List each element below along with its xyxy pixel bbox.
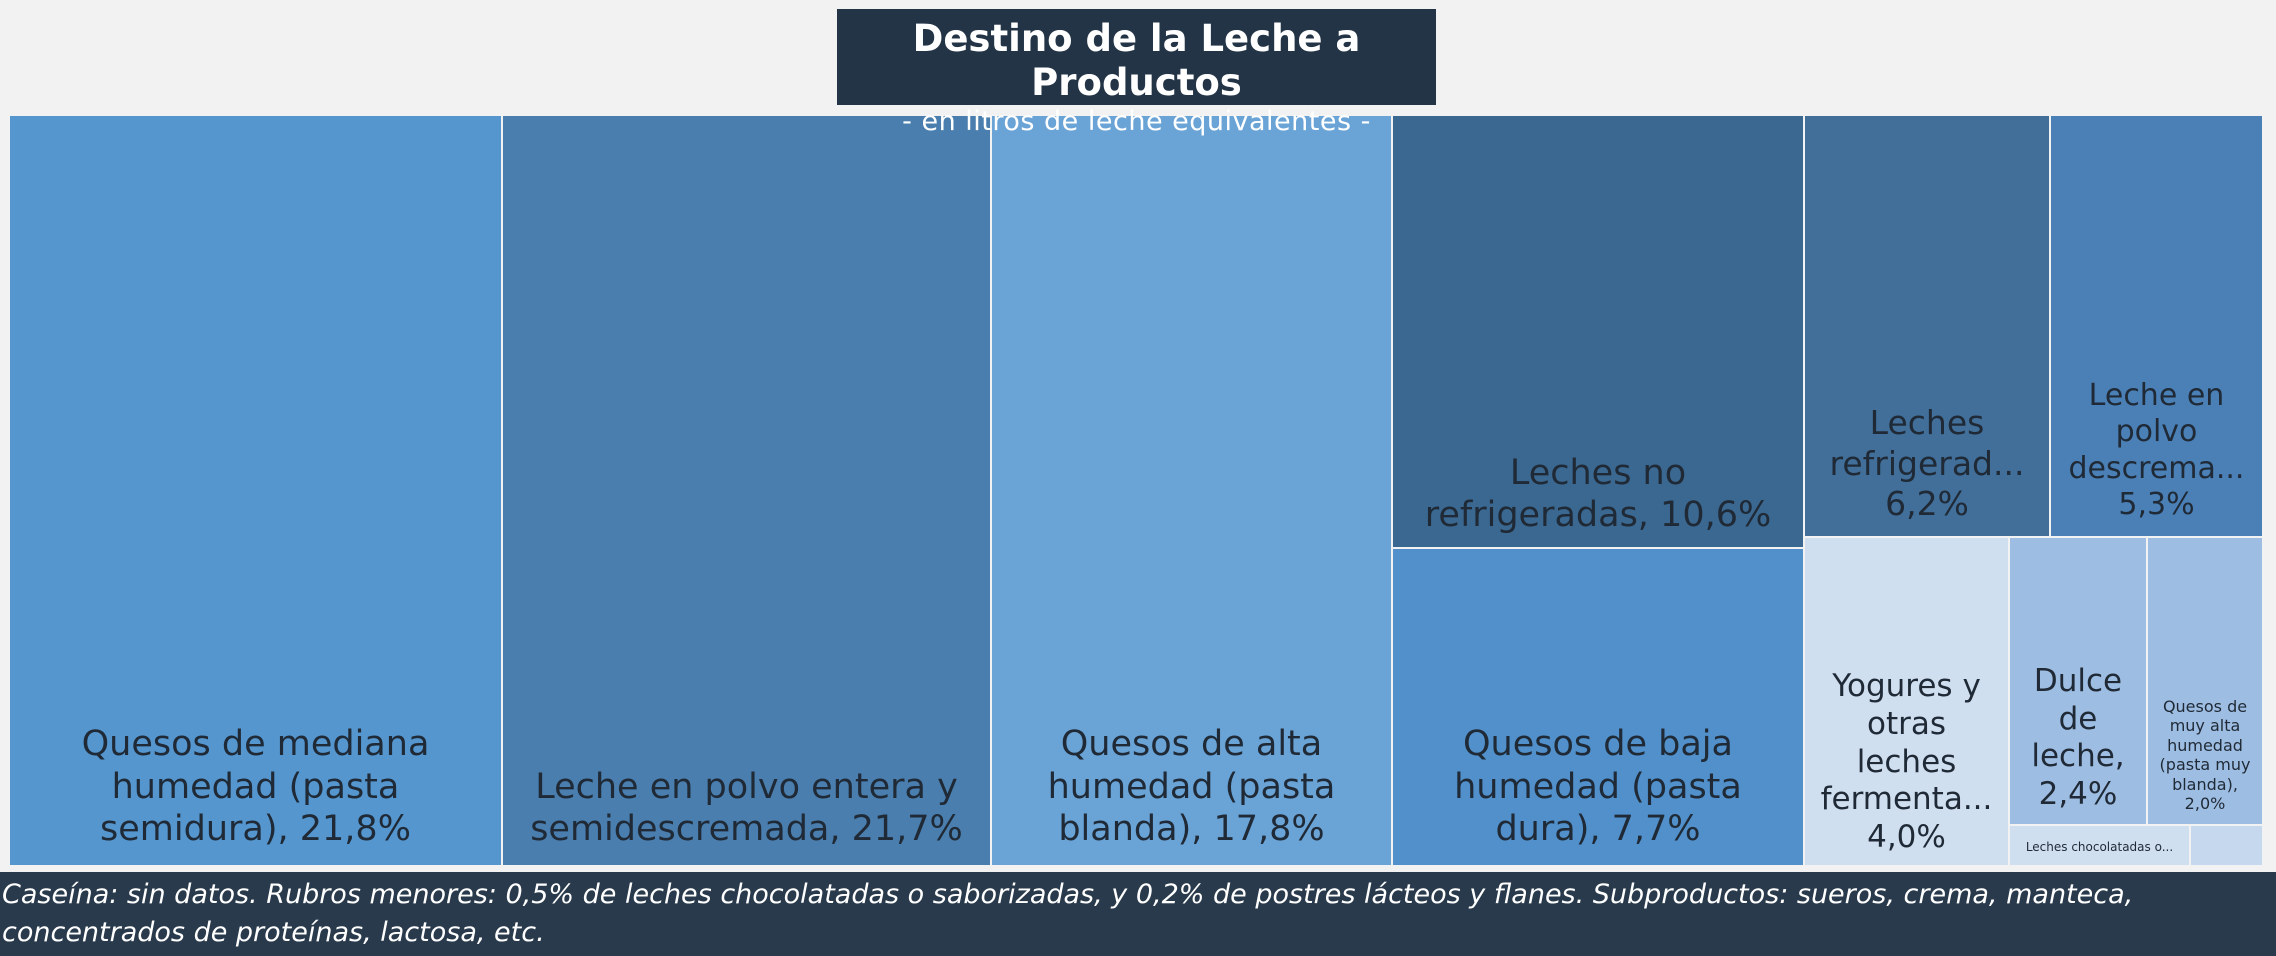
chart-subtitle: - en litros de leche equivalentes -	[902, 106, 1371, 137]
treemap-tile-label: Leches chocolatadas o...	[2025, 840, 2174, 855]
treemap-tile-quesos-de-mediana-humedad-pasta-semidura[interactable]: Quesos de mediana humedad (pasta semidura)…	[10, 116, 501, 865]
treemap-tile-leches-no-refrigeradas[interactable]: Leches no refrigeradas, 10,6%	[1393, 116, 1803, 547]
treemap-tile-label: Leches no refrigeradas, 10,6%	[1424, 452, 1772, 536]
treemap-tile-label: Quesos de alta humedad (pasta blanda), 17,…	[1047, 723, 1336, 850]
treemap-tile-leche-en-polvo-descremada[interactable]: Leche en polvo descrema... 5,3%	[2051, 116, 2262, 536]
treemap-tile-label: Leche en polvo descrema... 5,3%	[2068, 377, 2245, 523]
treemap-tile-leches-chocolatadas-o-saborizadas[interactable]: Leches chocolatadas o...	[2010, 826, 2189, 865]
treemap-tile-quesos-de-alta-humedad-pasta-blanda[interactable]: Quesos de alta humedad (pasta blanda), 17,…	[992, 116, 1391, 865]
treemap-tile-label: Leches refrigerad... 6,2%	[1829, 403, 2025, 523]
treemap-tile-leche-en-polvo-entera-y-semidescremada[interactable]: Leche en polvo entera y semidescremada, 2…	[503, 116, 990, 865]
treemap-tile-leches-refrigeradas[interactable]: Leches refrigerad... 6,2%	[1805, 116, 2049, 536]
treemap-tile-label: Quesos de baja humedad (pasta dura), 7,7%	[1454, 723, 1742, 850]
footnote: Caseína: sin datos. Rubros menores: 0,5%…	[0, 872, 2276, 956]
treemap-tile-quesos-de-muy-alta-humedad-pasta-muy-blanda[interactable]: Quesos de muy alta humedad (pasta muy blanda…	[2148, 538, 2262, 824]
treemap-tile-postres-lacteos-y-flanes[interactable]	[2191, 826, 2262, 865]
treemap-tile-dulce-de-leche[interactable]: Dulce de leche, 2,4%	[2010, 538, 2146, 824]
chart-title-box: Destino de la Leche a Productos - en lit…	[837, 9, 1436, 137]
treemap-tile-label: Yogures y otras leches fermenta... 4,0%	[1820, 667, 1993, 856]
treemap-tile-label: Leche en polvo entera y semidescremada, 2…	[530, 766, 963, 850]
treemap: Quesos de mediana humedad (pasta semidura)…	[10, 116, 2262, 865]
treemap-tile-label: Dulce de leche, 2,4%	[2031, 662, 2125, 813]
treemap-tile-label: Quesos de mediana humedad (pasta semidura)…	[81, 723, 430, 850]
treemap-tile-yogures-y-otras-leches-fermentadas[interactable]: Yogures y otras leches fermenta... 4,0%	[1805, 538, 2008, 865]
treemap-tile-quesos-de-baja-humedad-pasta-dura[interactable]: Quesos de baja humedad (pasta dura), 7,7%	[1393, 549, 1803, 865]
treemap-tile-label: Quesos de muy alta humedad (pasta muy blanda…	[2159, 696, 2251, 814]
chart-title: Destino de la Leche a Productos	[912, 17, 1361, 104]
